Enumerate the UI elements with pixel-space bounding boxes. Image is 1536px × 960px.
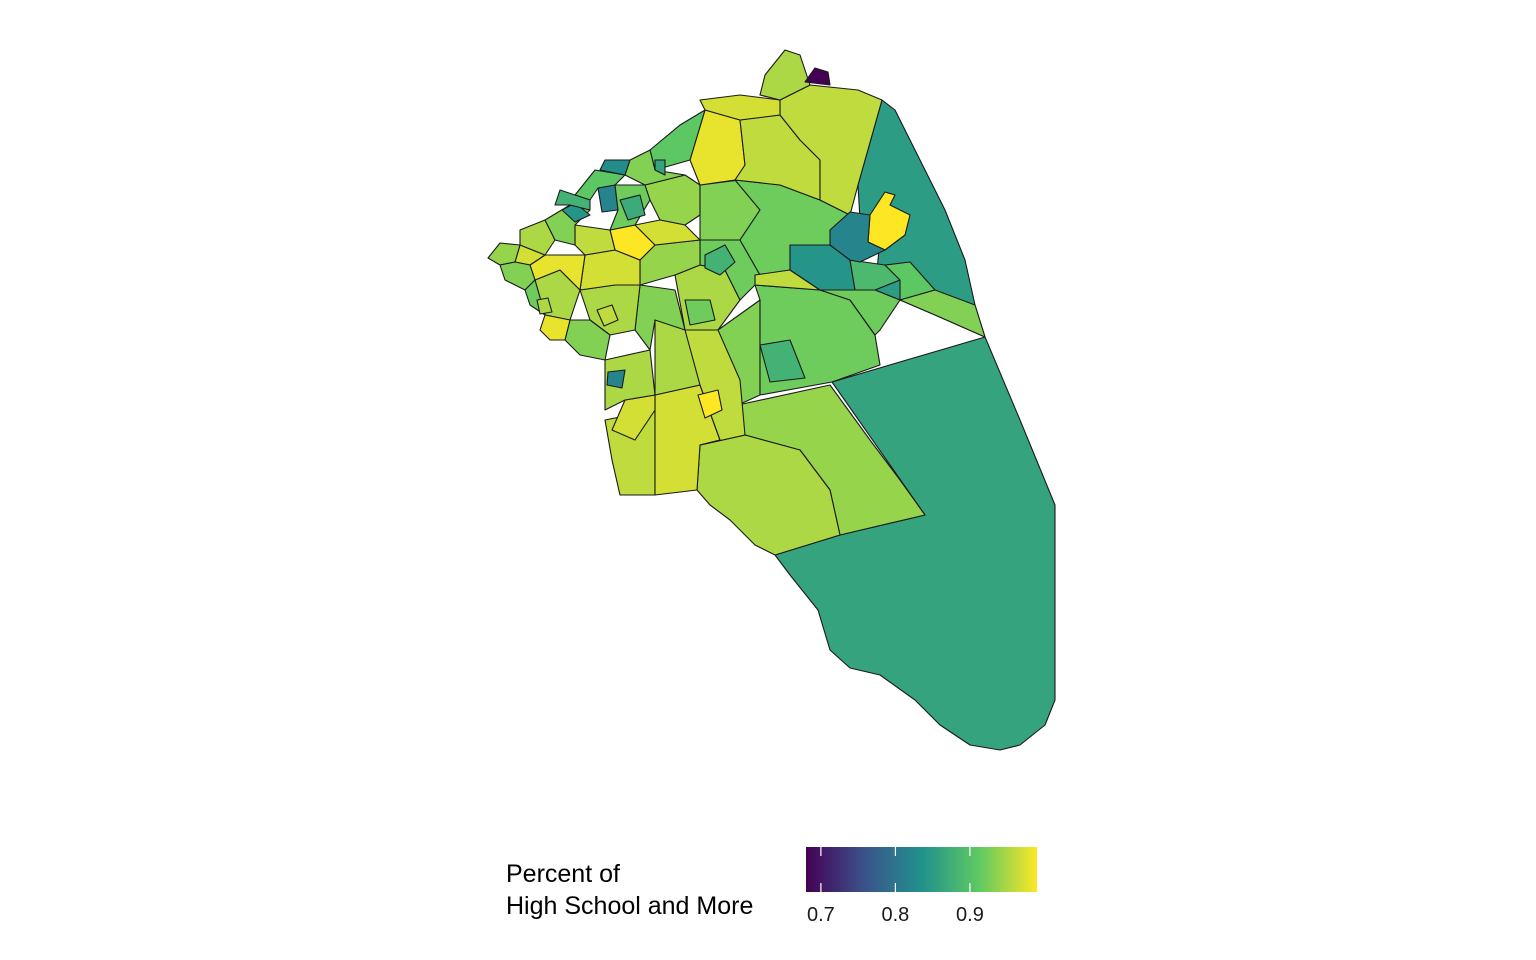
tract-polygon: [696, 434, 841, 556]
tract-polygon: [899, 289, 986, 338]
tract-polygon: [519, 219, 556, 256]
tract-polygon: [599, 159, 631, 176]
legend-tick-label: 0.9: [956, 904, 984, 926]
tract-polygon: [654, 159, 666, 176]
tract-polygon: [487, 242, 521, 266]
legend-title-line-2: High School and More: [506, 892, 754, 920]
tract-polygon: [649, 109, 706, 171]
tract-polygon: [634, 219, 701, 246]
legend-tick-label: 0.7: [806, 904, 835, 926]
legend-colorbar: [806, 847, 1037, 892]
tract-polygon: [829, 211, 886, 263]
tract-polygon: [606, 369, 626, 389]
tract-polygon: [644, 174, 701, 226]
legend-tick-label: 0.8: [881, 904, 910, 926]
legend-title-line-1: Percent of: [506, 860, 620, 888]
tract-polygon: [539, 314, 571, 341]
tract-polygon: [697, 389, 723, 419]
tract-polygon: [684, 299, 716, 326]
tract-polygon: [554, 189, 591, 211]
tract-polygon: [536, 297, 553, 315]
county-tracts: [487, 49, 1056, 751]
tract-polygon: [774, 336, 1056, 751]
tract-polygon: [619, 194, 646, 221]
tract-polygon: [759, 49, 811, 101]
tract-polygon: [574, 224, 616, 256]
tract-polygon: [604, 349, 656, 411]
legend-gradient: [806, 847, 1037, 892]
tract-polygon: [804, 67, 831, 86]
tract-polygon: [759, 339, 806, 383]
tract-polygon: [596, 304, 619, 327]
tract-polygon: [704, 244, 736, 276]
